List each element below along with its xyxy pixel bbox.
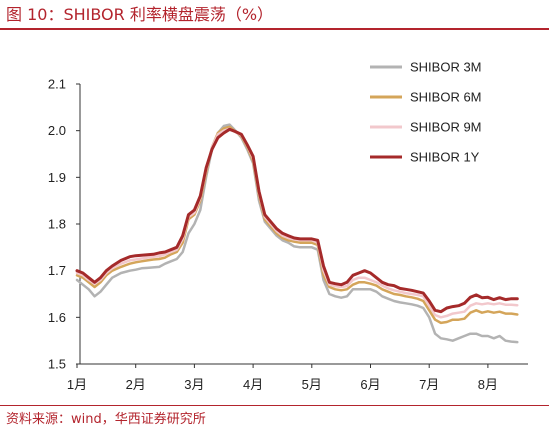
legend-label: SHIBOR 1Y bbox=[410, 150, 480, 165]
x-tick-label: 3月 bbox=[184, 377, 204, 392]
y-tick-label: 1.7 bbox=[48, 263, 66, 278]
chart-plot-area bbox=[75, 123, 519, 344]
y-tick-label: 2.0 bbox=[48, 123, 66, 138]
y-tick-label: 1.9 bbox=[48, 170, 66, 185]
chart-legend: SHIBOR 3M SHIBOR 6M SHIBOR 9M SHIBOR 1Y bbox=[370, 60, 482, 165]
legend-label: SHIBOR 3M bbox=[410, 60, 482, 75]
y-tick-label: 1.5 bbox=[48, 357, 66, 372]
y-tick-label: 2.1 bbox=[48, 77, 66, 92]
y-tick-label: 1.8 bbox=[48, 217, 66, 232]
legend-label: SHIBOR 6M bbox=[410, 90, 482, 105]
x-tick-label: 5月 bbox=[302, 377, 322, 392]
chart-title: 图 10：SHIBOR 利率横盘震荡（%） bbox=[6, 5, 274, 24]
chart-axes: 1.5 1.6 1.7 1.8 1.9 2.0 2.1 1月 2月 3月 4月 5月 6月 7月 8月 bbox=[48, 77, 528, 392]
line-chart: 1.5 1.6 1.7 1.8 1.9 2.0 2.1 1月 2月 3月 4月 5月 6月 7月 8月 SH… bbox=[48, 60, 528, 392]
x-tick-label: 2月 bbox=[126, 377, 146, 392]
title-divider bbox=[0, 28, 549, 30]
series-line-shibor-3m bbox=[75, 123, 519, 344]
series-line-shibor-6m bbox=[75, 125, 519, 325]
footer-divider bbox=[0, 405, 549, 406]
series-line-shibor-1y bbox=[75, 127, 519, 314]
x-tick-label: 1月 bbox=[67, 377, 87, 392]
x-tick-label: 7月 bbox=[419, 377, 439, 392]
x-tick-label: 8月 bbox=[478, 377, 498, 392]
x-tick-label: 4月 bbox=[243, 377, 263, 392]
x-tick-label: 6月 bbox=[360, 377, 380, 392]
y-tick-label: 1.6 bbox=[48, 310, 66, 325]
legend-label: SHIBOR 9M bbox=[410, 120, 482, 135]
source-note: 资料来源：wind，华西证券研究所 bbox=[6, 412, 206, 427]
